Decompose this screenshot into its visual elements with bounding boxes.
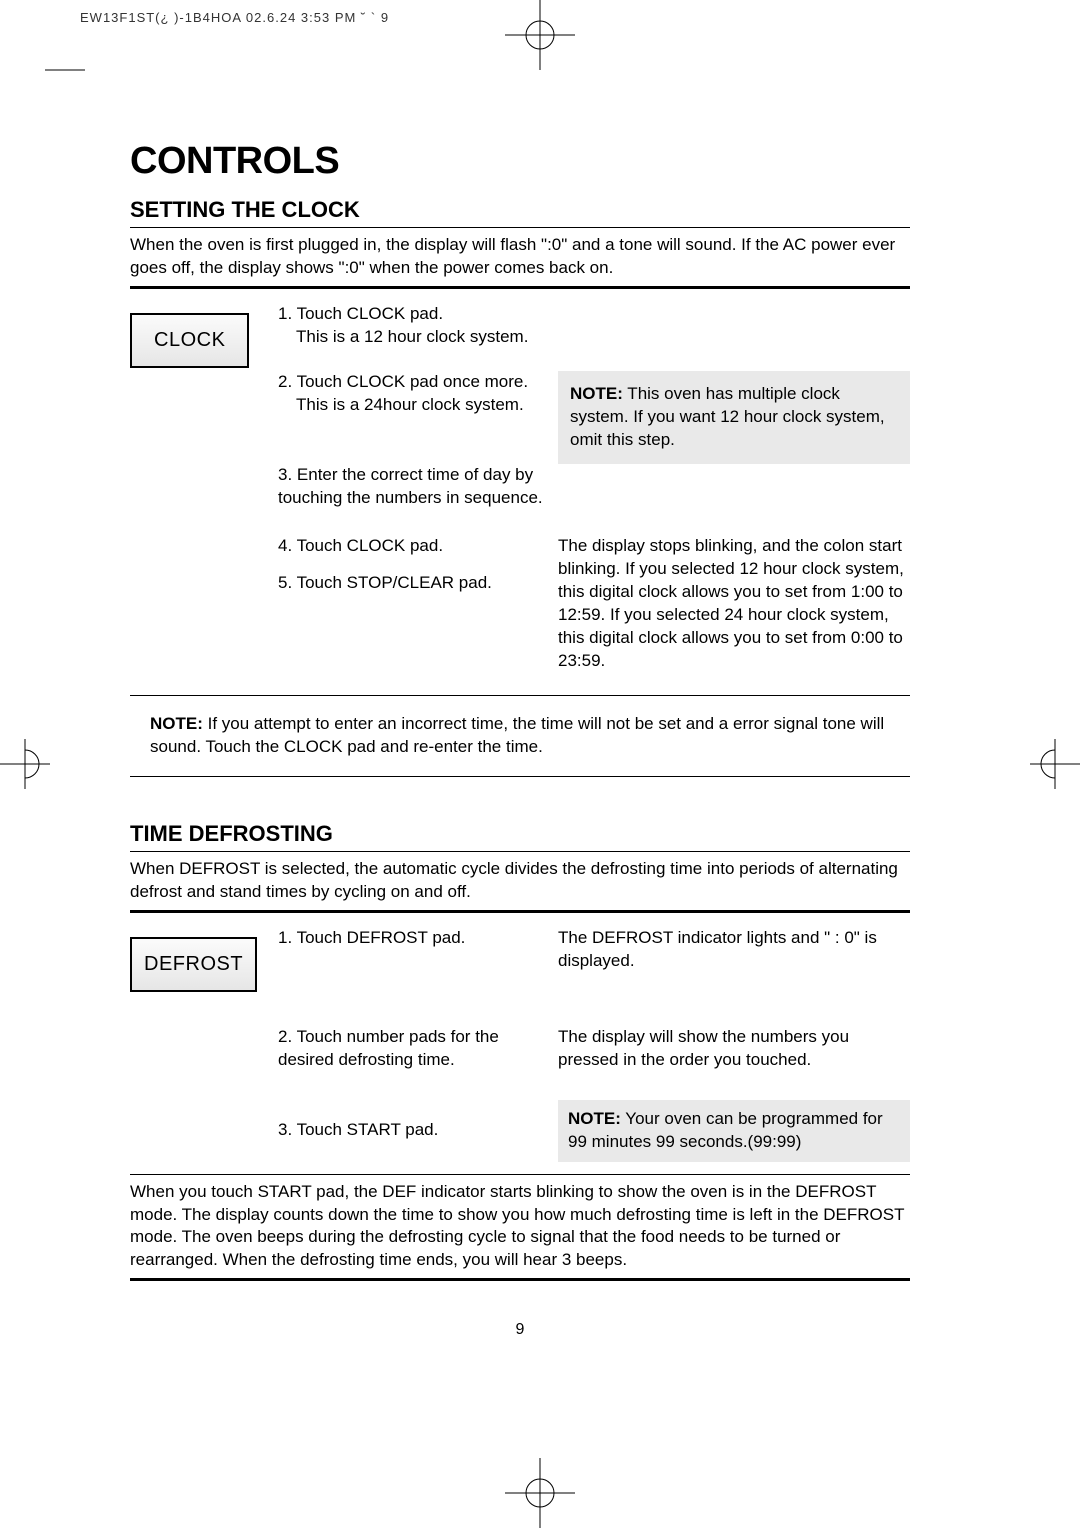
section-heading-defrost: TIME DEFROSTING — [130, 821, 910, 847]
note-label: NOTE: — [150, 714, 203, 733]
defrost-step1: Touch DEFROST pad. — [297, 928, 466, 947]
clock-step2: Touch CLOCK pad once more. — [297, 372, 529, 391]
crop-mark-right — [1030, 739, 1080, 789]
clock-step1: Touch CLOCK pad. — [297, 304, 443, 323]
clock-step4: Touch CLOCK pad. — [297, 536, 443, 555]
rule — [130, 286, 910, 289]
crop-mark-bottom — [505, 1458, 575, 1528]
clock-step3: Enter the correct time of day by touchin… — [278, 465, 543, 507]
defrost-pad-button: DEFROST — [130, 937, 257, 992]
clock-bottom-note: NOTE: If you attempt to enter an incorre… — [130, 713, 910, 759]
page-content: CONTROLS SETTING THE CLOCK When the oven… — [130, 140, 910, 1339]
corner-mark-tl — [45, 65, 85, 85]
rule — [130, 695, 910, 696]
defrost-right1: The DEFROST indicator lights and " : 0" … — [558, 927, 910, 973]
defrost-right2: The display will show the numbers you pr… — [558, 1026, 910, 1072]
clock-note1: NOTE: This oven has multiple clock syste… — [558, 371, 910, 464]
rule — [130, 776, 910, 777]
defrost-end-para: When you touch START pad, the DEF indica… — [130, 1181, 910, 1273]
page-number: 9 — [130, 1321, 910, 1339]
defrost-step3: Touch START pad. — [297, 1120, 439, 1139]
note-label: NOTE: — [570, 384, 623, 403]
clock-step5: Touch STOP/CLEAR pad. — [297, 573, 492, 592]
crop-mark-left — [0, 739, 50, 789]
defrost-intro: When DEFROST is selected, the automatic … — [130, 858, 910, 904]
clock-step1b: This is a 12 hour clock system. — [278, 326, 528, 349]
crop-mark-top — [505, 0, 575, 70]
clock-bottom-note-text: If you attempt to enter an incorrect tim… — [150, 714, 884, 756]
defrost-note3: NOTE: Your oven can be programmed for 99… — [558, 1100, 910, 1162]
rule — [130, 851, 910, 852]
defrost-step2: Touch number pads for the desired defros… — [278, 1027, 499, 1069]
clock-step2b: This is a 24hour clock system. — [278, 394, 524, 417]
rule — [130, 910, 910, 913]
section-heading-clock: SETTING THE CLOCK — [130, 197, 910, 223]
rule — [130, 1278, 910, 1281]
clock-pad-button: CLOCK — [130, 313, 249, 368]
rule — [130, 1174, 910, 1175]
rule — [130, 227, 910, 228]
note-label: NOTE: — [568, 1109, 621, 1128]
page-title: CONTROLS — [130, 140, 910, 183]
clock-right45: The display stops blinking, and the colo… — [558, 535, 910, 673]
clock-intro: When the oven is first plugged in, the d… — [130, 234, 910, 280]
